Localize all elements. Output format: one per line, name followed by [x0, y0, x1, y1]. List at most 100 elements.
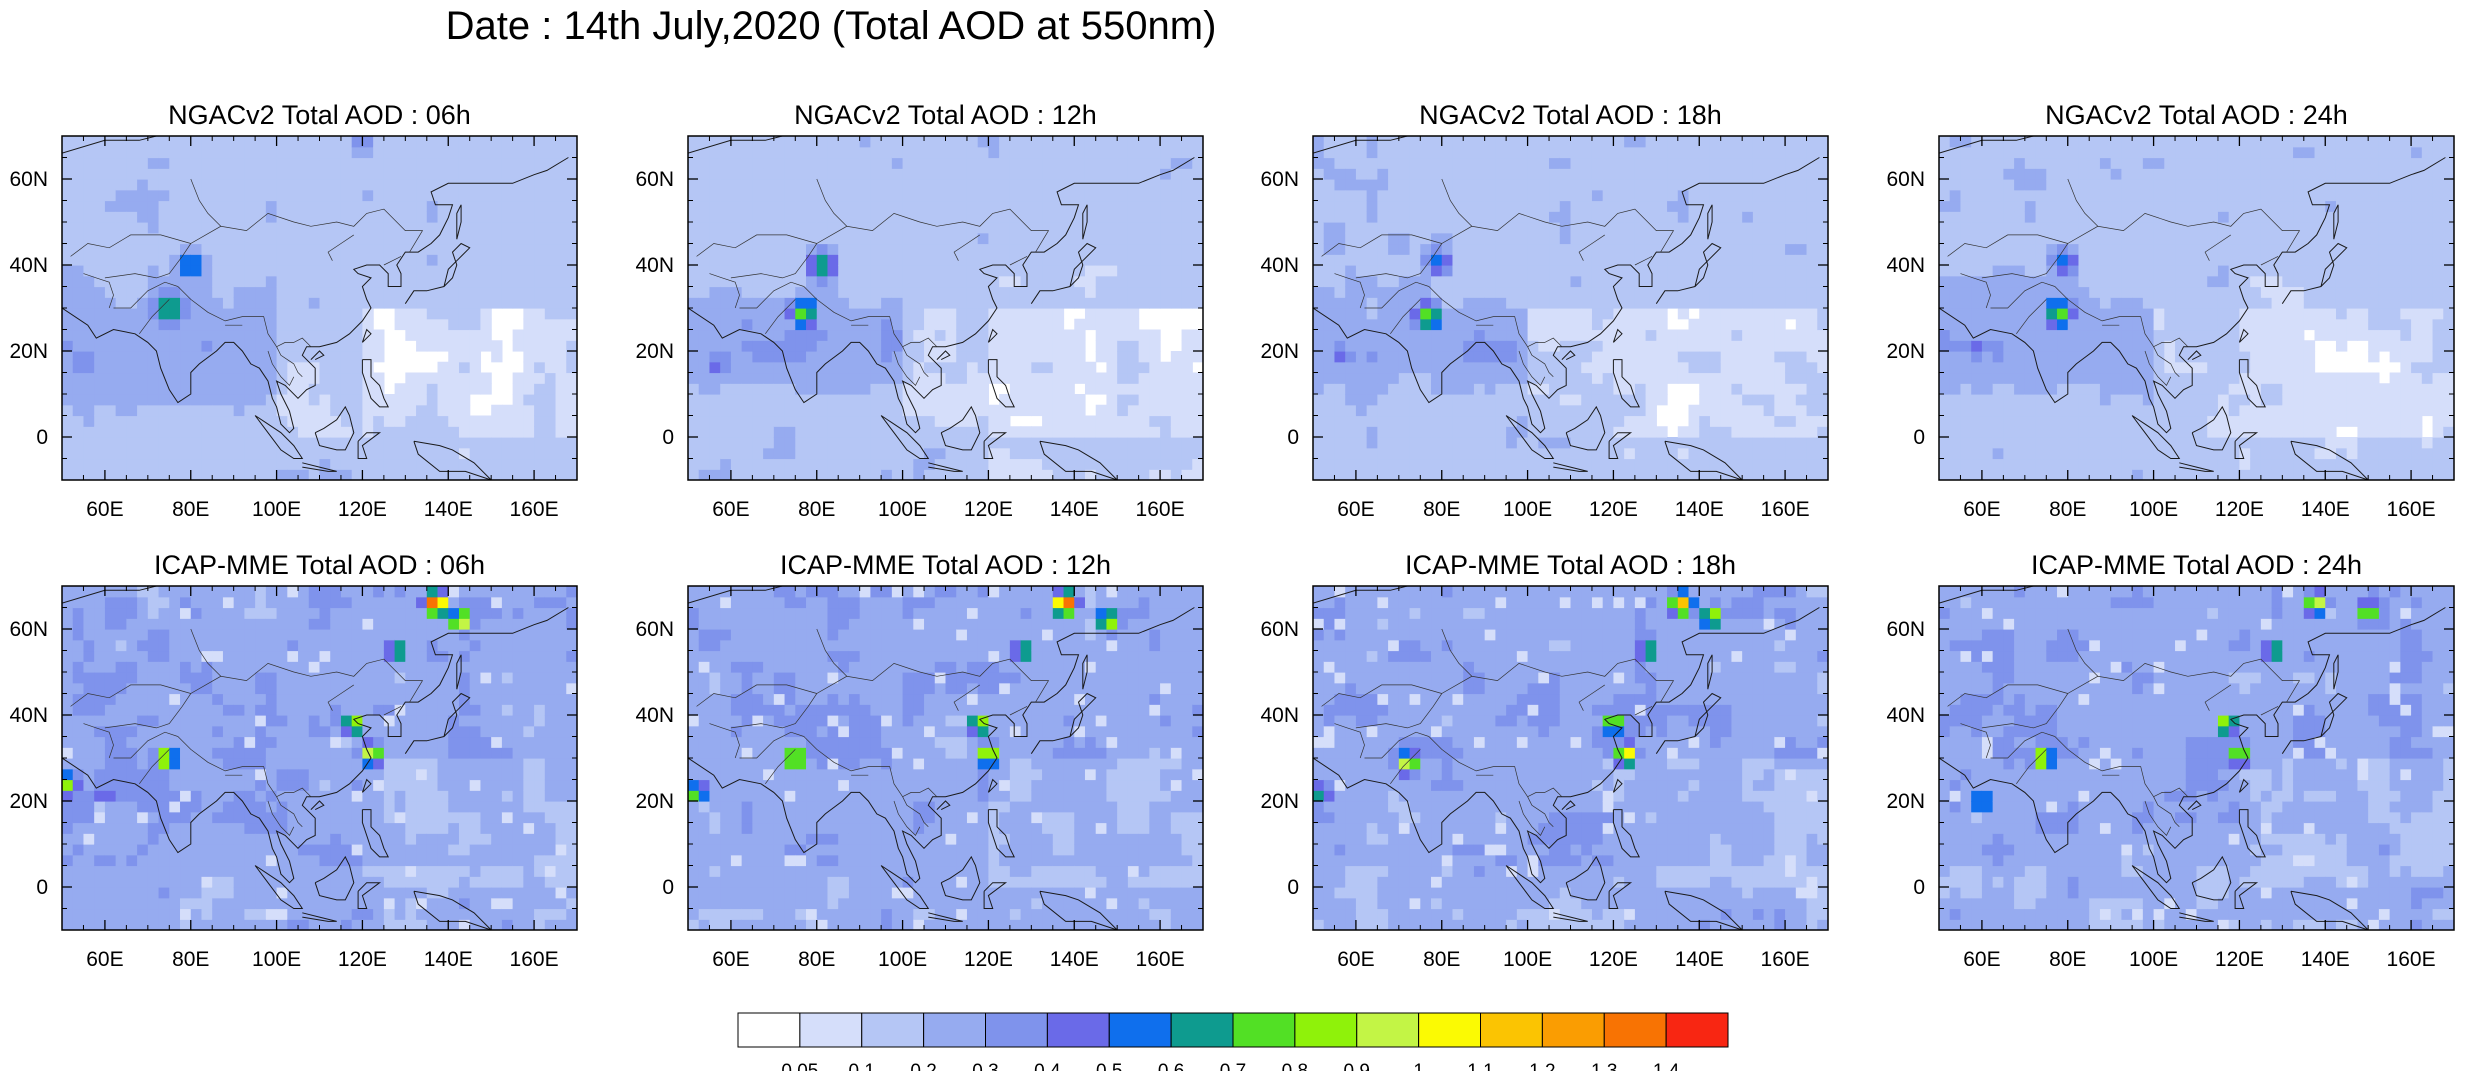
- aod-cell: [501, 286, 514, 298]
- aod-cell: [1020, 136, 1032, 148]
- aod-cell: [469, 308, 482, 320]
- aod-cell: [351, 361, 364, 374]
- aod-cell: [1774, 157, 1786, 169]
- aod-cell: [1699, 372, 1711, 384]
- aod-cell: [1634, 232, 1647, 245]
- aod-cell: [480, 168, 492, 180]
- aod-cell: [1052, 275, 1065, 288]
- aod-cell: [1688, 179, 1700, 191]
- aod-cell: [1581, 189, 1593, 202]
- aod-cell: [1095, 146, 1108, 159]
- aod-cell: [426, 394, 439, 406]
- aod-cell: [698, 372, 711, 384]
- x-tick-label: 140E: [1675, 498, 1724, 521]
- aod-cell: [988, 415, 1000, 427]
- aod-cell: [1355, 265, 1368, 277]
- aod-cell: [934, 318, 947, 331]
- aod-cell: [698, 297, 711, 309]
- aod-cell: [1634, 361, 1647, 374]
- aod-cell: [1313, 157, 1325, 169]
- aod-cell: [158, 351, 170, 363]
- aod-cell: [491, 232, 503, 245]
- country-border: [267, 350, 295, 386]
- aod-cell: [458, 394, 471, 406]
- aod-cell: [383, 254, 396, 266]
- aod-cell: [945, 394, 957, 406]
- aod-cell: [1452, 179, 1464, 191]
- aod-cell: [1806, 265, 1818, 277]
- aod-cell: [1431, 308, 1443, 320]
- aod-cell: [147, 157, 160, 169]
- aod-cell: [394, 146, 406, 159]
- aod-cell: [1688, 146, 1700, 159]
- aod-cell: [1138, 469, 1150, 480]
- aod-cell: [1484, 469, 1496, 480]
- aod-cell: [1656, 200, 1668, 212]
- aod-cell: [1031, 426, 1043, 438]
- aod-cell: [1323, 243, 1336, 255]
- aod-cell: [1634, 404, 1647, 417]
- aod-cell: [72, 329, 85, 341]
- aod-cell: [1181, 383, 1193, 395]
- aod-cell: [977, 136, 990, 148]
- aod-cell: [169, 232, 181, 245]
- aod-cell: [1441, 243, 1454, 255]
- aod-cell: [1591, 179, 1604, 191]
- aod-cell: [902, 157, 914, 169]
- aod-cell: [1420, 351, 1432, 363]
- aod-cell: [480, 308, 492, 320]
- aod-cell: [287, 383, 299, 395]
- aod-cell: [1591, 394, 1604, 406]
- aod-cell: [988, 179, 1000, 191]
- aod-cell: [394, 394, 406, 406]
- aod-cell: [1538, 318, 1550, 331]
- aod-cell: [1334, 211, 1346, 223]
- aod-cell: [512, 340, 524, 352]
- aod-cell: [848, 286, 861, 298]
- aod-cell: [104, 232, 117, 245]
- aod-cell: [1495, 308, 1507, 320]
- aod-cell: [1106, 286, 1118, 298]
- aod-cell: [1106, 157, 1118, 169]
- aod-cell: [491, 243, 503, 255]
- aod-cell: [1731, 383, 1743, 395]
- aod-cell: [1463, 146, 1475, 159]
- aod-cell: [222, 469, 235, 480]
- aod-cell: [147, 136, 160, 148]
- aod-cell: [126, 469, 138, 480]
- aod-cell: [881, 361, 893, 374]
- aod-cell: [1409, 254, 1421, 266]
- aod-cell: [330, 458, 342, 470]
- aod-cell: [1817, 243, 1828, 255]
- aod-cell: [956, 146, 968, 159]
- aod-cell: [137, 469, 149, 480]
- aod-cell: [555, 168, 567, 180]
- aod-cell: [924, 146, 936, 159]
- aod-cell: [1602, 469, 1615, 480]
- aod-cell: [1192, 437, 1203, 449]
- aod-cell: [1602, 394, 1615, 406]
- aod-cell: [881, 211, 893, 223]
- aod-cell: [1463, 243, 1475, 255]
- aod-cell: [1667, 469, 1679, 480]
- aod-cell: [83, 437, 95, 449]
- aod-cell: [966, 157, 979, 169]
- aod-cell: [1084, 265, 1097, 277]
- aod-cell: [1398, 200, 1411, 212]
- aod-cell: [1688, 458, 1700, 470]
- aod-cell: [330, 254, 342, 266]
- aod-cell: [698, 136, 711, 148]
- aod-cell: [870, 286, 882, 298]
- aod-cell: [523, 372, 535, 384]
- aod-cell: [1709, 157, 1722, 169]
- aod-cell: [1463, 469, 1475, 480]
- aod-cell: [1731, 372, 1743, 384]
- aod-cell: [838, 329, 850, 341]
- aod-cell: [104, 136, 117, 148]
- aod-cell: [1031, 157, 1043, 169]
- aod-cell: [512, 469, 524, 480]
- aod-cell: [62, 189, 74, 202]
- aod-cell: [1398, 243, 1411, 255]
- aod-cell: [265, 200, 278, 212]
- aod-cell: [62, 286, 74, 298]
